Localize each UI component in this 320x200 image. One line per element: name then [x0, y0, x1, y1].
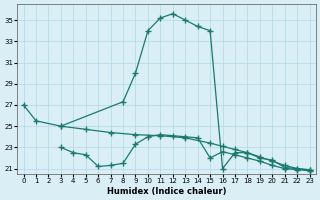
X-axis label: Humidex (Indice chaleur): Humidex (Indice chaleur)	[107, 187, 226, 196]
